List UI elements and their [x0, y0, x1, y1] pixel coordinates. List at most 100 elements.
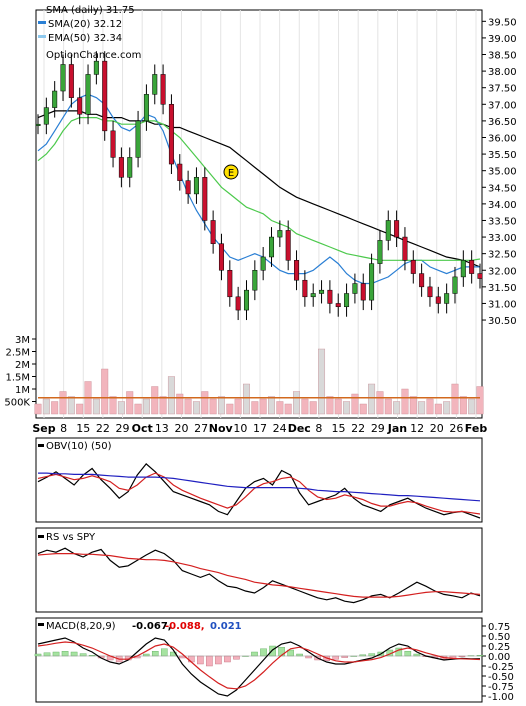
candle-body — [477, 273, 483, 279]
macd-value: -0.067, — [132, 621, 172, 632]
x-tick-label: 27 — [194, 422, 208, 435]
volume-bar — [459, 396, 467, 415]
candle-body — [377, 240, 383, 264]
price-ytick-label: 31.50 — [488, 283, 517, 294]
macd-ytick-label: -0.25 — [488, 662, 514, 673]
price-ytick-label: 35.50 — [488, 150, 517, 161]
price-ytick-label: 31.00 — [488, 299, 517, 310]
x-tick-label: Oct — [132, 422, 153, 435]
candle-body — [168, 104, 174, 165]
obv-line-obv-50- — [38, 472, 481, 502]
macd-histogram-bar — [61, 651, 69, 657]
candle-body — [68, 64, 74, 98]
x-tick-label: 20 — [430, 422, 444, 435]
candle-body — [243, 289, 249, 311]
volume-bar — [34, 403, 42, 415]
candle-body — [43, 107, 49, 125]
obv-legend: OBV(10) (50) — [38, 441, 112, 452]
macd-histogram-bar — [43, 652, 51, 657]
volume-bar — [434, 403, 442, 415]
candle-body — [444, 293, 450, 304]
macd-histogram-bar — [215, 655, 222, 665]
volume-bar — [243, 383, 250, 415]
candle-body — [160, 74, 166, 105]
obv-title: OBV(10) (50) — [46, 441, 112, 452]
x-tick-label: 15 — [332, 422, 346, 435]
candle-body — [177, 163, 183, 181]
volume-bar — [268, 396, 275, 415]
candle-body — [277, 230, 283, 238]
x-tick-label: 20 — [174, 422, 188, 435]
macd-histogram-bar — [251, 651, 258, 657]
candle-body — [452, 276, 458, 294]
obv-line-obv-10- — [37, 472, 481, 515]
macd-histogram-bar — [197, 655, 204, 665]
macd-legend: MACD(8,20,9) -0.067, -0.088, 0.021 — [38, 621, 242, 632]
macd-histogram-bar — [233, 655, 240, 660]
candle-body — [60, 64, 66, 92]
price-line-sma-20- — [37, 93, 480, 285]
price-ytick-label: 35.00 — [488, 167, 517, 178]
rs-line-rs-avg — [37, 553, 481, 598]
price-ytick-label: 37.00 — [488, 100, 517, 111]
candle-body — [135, 120, 141, 158]
obv-line-obv — [37, 463, 481, 519]
macd-histogram-bar — [368, 653, 376, 657]
x-tick-label: 24 — [273, 422, 287, 435]
rs-panel-frame — [35, 527, 483, 613]
volume-bar — [234, 398, 242, 415]
candle-body — [218, 243, 224, 271]
volume-ytick-label: 1.5M — [5, 373, 30, 384]
price-ytick-label: 36.50 — [488, 117, 517, 128]
candle-body — [285, 230, 291, 261]
candle-body — [344, 293, 350, 308]
volume-ytick-label: 1M — [15, 385, 30, 396]
legend-sma20: SMA(20) 32.12 — [48, 19, 122, 30]
volume-ytick-label: 500K — [4, 398, 30, 409]
candle-body — [210, 220, 216, 244]
candle-body — [193, 177, 199, 195]
volume-bar — [418, 401, 426, 415]
volume-bar — [209, 398, 217, 415]
rs-series-lines — [37, 547, 481, 604]
volume-bar — [284, 403, 292, 415]
price-ytick-label: 33.00 — [488, 233, 517, 244]
price-ytick-label: 32.50 — [488, 250, 517, 261]
candle-body — [385, 220, 391, 241]
candle-body — [110, 130, 116, 158]
volume-bar — [134, 403, 142, 415]
macd-histogram-bar — [79, 653, 87, 657]
candle-body — [427, 286, 433, 298]
price-ytick-label: 39.50 — [488, 17, 517, 28]
x-tick-label: 12 — [410, 422, 424, 435]
volume-bar — [251, 401, 259, 415]
rs-title: RS vs SPY — [46, 532, 96, 543]
candle-body — [202, 177, 208, 221]
candle-body — [310, 293, 316, 298]
x-tick-label: Sep — [32, 422, 55, 435]
volume-bar — [476, 386, 484, 415]
axis-labels: 39.50 39.00 38.50 38.00 37.50 37.00 36.50 36.00… — [4, 17, 516, 703]
rs-legend: RS vs SPY — [38, 532, 96, 543]
volume-bar — [409, 396, 417, 415]
candle-body — [227, 270, 233, 298]
legend-source: OptionChance.com — [46, 50, 141, 61]
volume-bar — [59, 391, 67, 415]
macd-ytick-label: 0.00 — [488, 652, 510, 663]
macd-histogram-bar — [224, 655, 231, 663]
volume-bar — [468, 398, 476, 415]
price-ytick-label: 33.50 — [488, 216, 517, 227]
candle-body — [260, 256, 266, 271]
volume-bar — [384, 398, 392, 415]
x-tick-label: Nov — [209, 422, 234, 435]
volume-bar — [393, 401, 401, 415]
earnings-marker: E — [223, 164, 239, 180]
candle-body — [402, 236, 408, 261]
macd-ytick-label: 0.25 — [488, 642, 510, 653]
candle-body — [319, 289, 325, 294]
candle-body — [143, 94, 149, 122]
volume-bar — [326, 396, 334, 415]
x-tick-label: 8 — [315, 422, 322, 435]
macd-title: MACD(8,20,9) — [46, 621, 116, 632]
